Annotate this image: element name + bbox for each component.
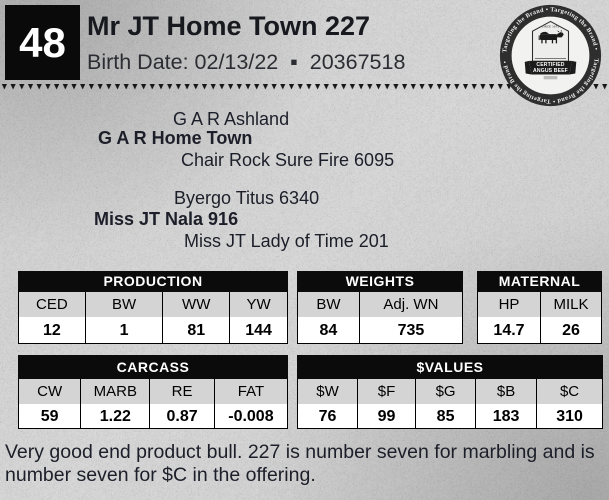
- svg-text:SINCE 1978: SINCE 1978: [542, 24, 560, 28]
- svg-text:ANGUS BEEF: ANGUS BEEF: [533, 68, 568, 74]
- svg-text:CERTIFIED: CERTIFIED: [536, 62, 564, 68]
